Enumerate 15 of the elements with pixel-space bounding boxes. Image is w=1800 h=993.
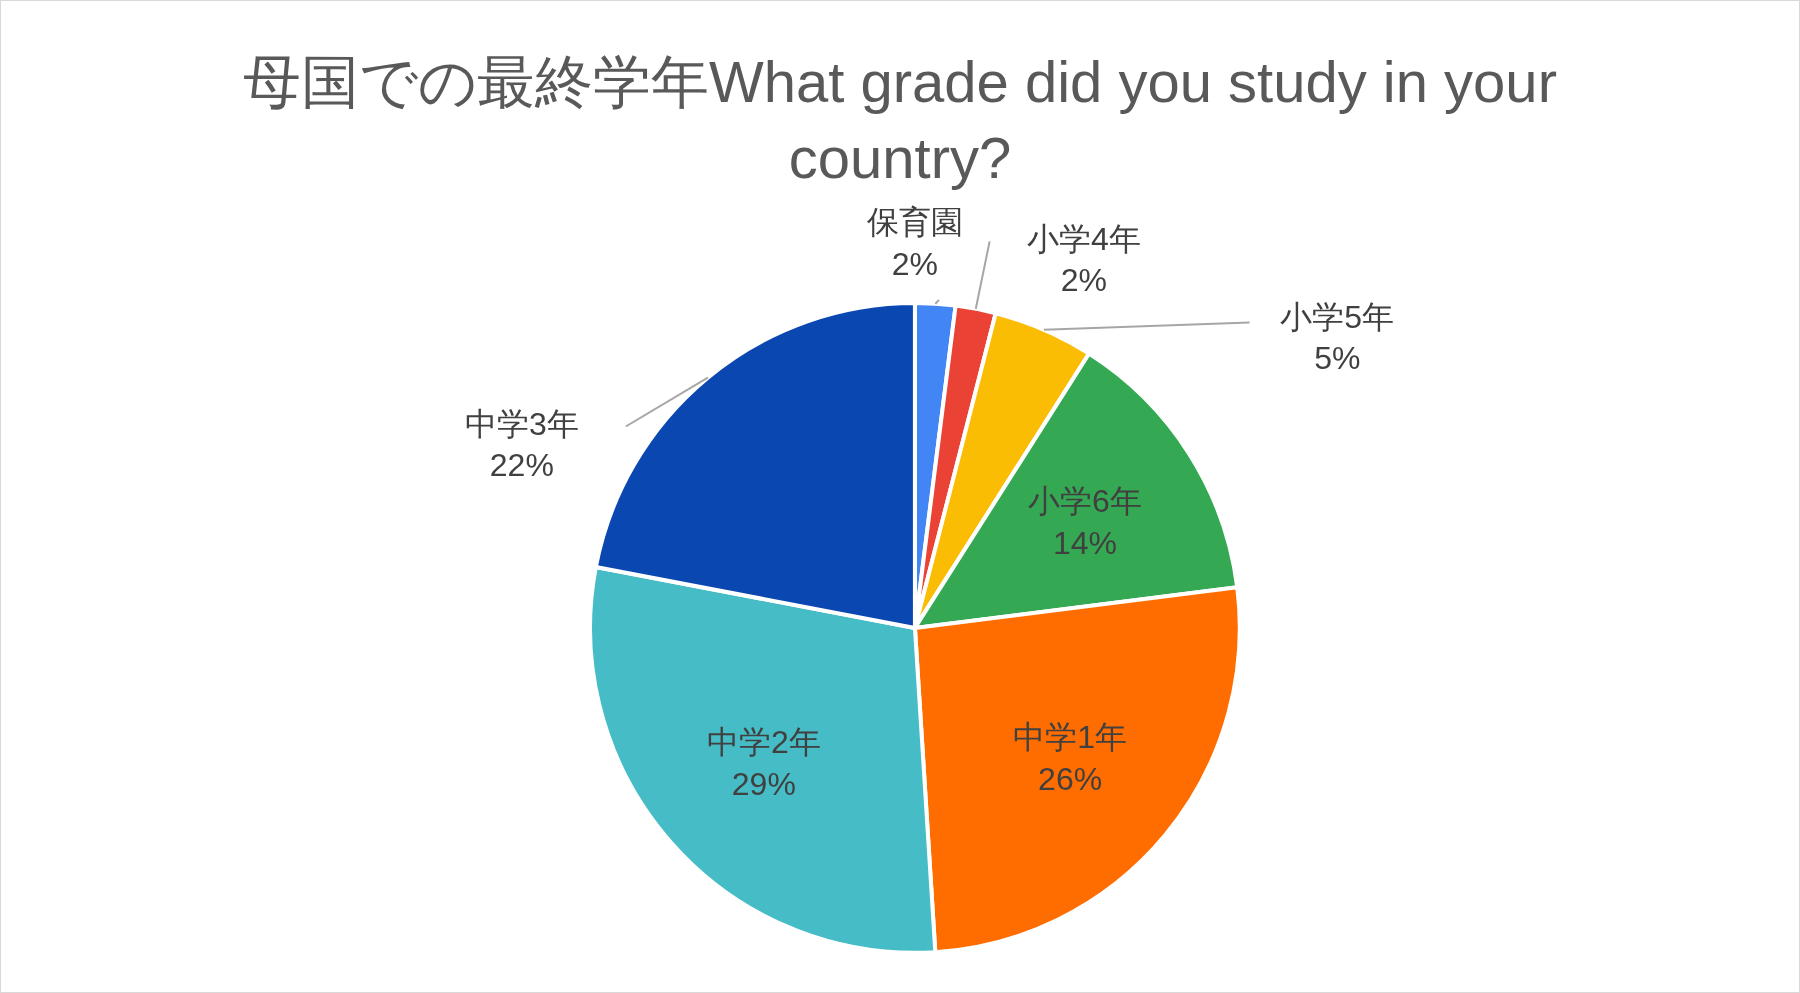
slice-label: 小学5年 — [1280, 298, 1395, 335]
slice-label: 中学1年 — [1013, 719, 1128, 756]
slice-label: 中学2年 — [706, 724, 821, 761]
data-label: 14% — [1052, 524, 1118, 561]
data-label: 22% — [489, 447, 554, 484]
data-label: 29% — [731, 765, 796, 802]
slice-label: 小学6年 — [1028, 483, 1142, 520]
slice-label: 小学4年 — [1026, 220, 1141, 257]
data-label: 2% — [891, 245, 939, 282]
data-label: 5% — [1314, 340, 1361, 377]
chart-title: 母国での最終学年What grade did you study in your country? — [242, 48, 1558, 192]
slice-label: 中学3年 — [464, 405, 579, 442]
data-label: 2% — [1060, 262, 1107, 299]
slice-label: 保育園 — [866, 204, 963, 241]
data-label: 26% — [1038, 760, 1103, 797]
